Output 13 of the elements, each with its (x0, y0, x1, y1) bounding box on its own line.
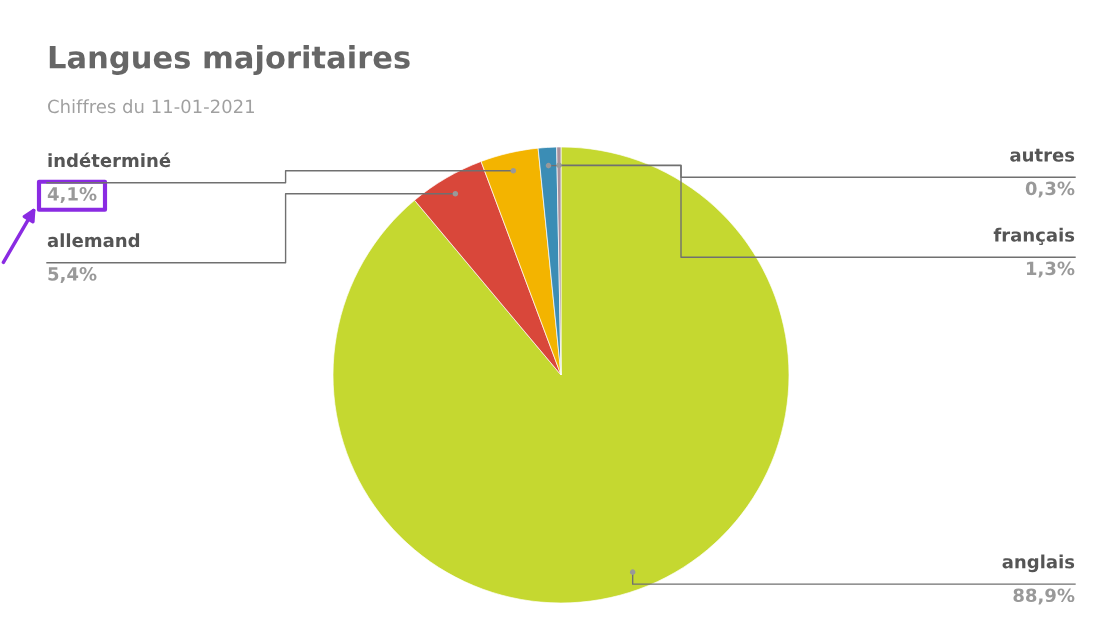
data-label: 4,1% (47, 187, 97, 204)
data-label: 1,3% (1026, 261, 1075, 278)
pie-slice (332, 146, 790, 604)
slice-label: français (993, 227, 1075, 246)
chart-subtitle: Chiffres du 11-01-2021 (48, 99, 254, 114)
data-label: 88,9% (1013, 588, 1075, 605)
data-label: 0,3% (1025, 181, 1075, 198)
slice-label: indéterminé (48, 152, 171, 168)
slice-label: autres (1010, 148, 1075, 162)
chart-title: Langues majoritaires (49, 45, 410, 75)
slice-label: anglais (1002, 554, 1075, 573)
slice-label: allemand (47, 233, 140, 248)
data-label: 5,4% (48, 267, 97, 284)
